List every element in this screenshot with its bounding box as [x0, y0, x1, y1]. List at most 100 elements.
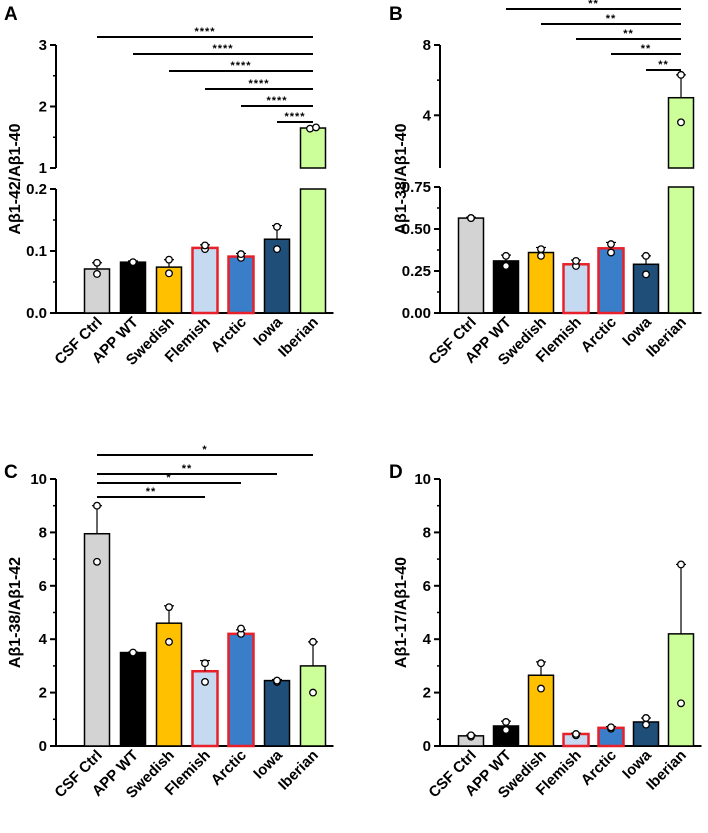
data-point-app-wt [502, 718, 510, 726]
category-label-iberian: Iberian [643, 747, 690, 794]
bar-iowa [263, 679, 291, 747]
bar-iberian [667, 633, 695, 747]
y-tick-label: 6 [423, 578, 431, 595]
data-point-app-wt [502, 251, 510, 260]
data-point-swedish [165, 603, 173, 612]
significance-label: * [202, 444, 207, 456]
panel-letter: B [389, 4, 403, 25]
category-label-arctic: Arctic [578, 747, 620, 789]
y-tick-label: 4 [423, 107, 432, 124]
bar-app-wt [119, 651, 147, 747]
data-point-swedish [537, 659, 545, 668]
significance-label: ** [658, 59, 669, 71]
data-point-app-wt [129, 258, 137, 267]
significance-label: ** [623, 28, 634, 40]
bar-iberian [299, 665, 327, 747]
data-point-csf-ctrl [467, 731, 475, 740]
data-point-flemish [201, 241, 209, 250]
bar-csf-ctrl [457, 217, 485, 314]
data-point-app-wt [129, 648, 137, 657]
data-point-iberian [309, 688, 317, 697]
bar-csf-ctrl [83, 532, 111, 747]
data-point-csf-ctrl [93, 501, 101, 510]
significance-label: **** [266, 95, 287, 107]
bar-iberian [667, 186, 695, 314]
data-point-arctic [237, 624, 245, 633]
y-tick-label: 0.25 [402, 263, 431, 280]
data-point-flemish [572, 730, 580, 738]
y-axis-label: Aβ1-38/Aβ1-42 [7, 557, 24, 668]
significance-label: ** [588, 0, 599, 10]
significance-label: ** [182, 463, 193, 475]
y-tick-label: 2 [39, 99, 47, 116]
panel-letter: A [4, 4, 18, 25]
panel-letter: D [389, 462, 403, 483]
significance-label: **** [212, 43, 233, 55]
y-tick-label: 10 [414, 471, 431, 488]
significance-label: **** [230, 60, 251, 72]
data-point-flemish [201, 659, 209, 668]
data-point-csf-ctrl [93, 258, 101, 267]
data-point-swedish [165, 269, 173, 278]
data-point-flemish [201, 677, 209, 686]
y-tick-label: 0.2 [26, 181, 47, 198]
category-label-arctic: Arctic [208, 314, 250, 356]
data-point-flemish [572, 256, 580, 265]
bar-flemish [562, 263, 590, 315]
y-tick-label: 4 [39, 631, 48, 648]
data-point-iberian [677, 70, 685, 79]
significance-label: **** [284, 111, 305, 123]
bar-csf-ctrl [83, 268, 111, 314]
y-tick-label: 3 [39, 37, 47, 54]
data-point-iberian [677, 560, 685, 569]
data-point-iberian [309, 637, 317, 646]
data-point-swedish [165, 255, 173, 264]
y-tick-label: 0 [39, 738, 47, 755]
data-point-iberian [677, 118, 685, 127]
data-point-iowa [273, 245, 281, 254]
data-point-app-wt [502, 262, 510, 270]
y-tick-label: 0.75 [402, 179, 431, 196]
y-tick-label: 4 [423, 631, 432, 648]
data-point-swedish [537, 251, 545, 260]
data-point-iowa [273, 222, 281, 231]
significance-label: * [166, 472, 171, 484]
data-point-arctic [607, 240, 615, 249]
significance-label: **** [194, 26, 215, 38]
data-point-iberian [312, 123, 320, 132]
y-tick-label: 0.50 [402, 221, 431, 238]
data-point-iowa [642, 270, 650, 279]
bar-arctic [227, 632, 255, 748]
y-tick-label: 8 [423, 37, 431, 54]
y-tick-label: 0.00 [402, 305, 431, 322]
y-tick-label: 8 [39, 524, 47, 541]
category-label-iberian: Iberian [643, 314, 690, 361]
significance-label: ** [606, 13, 617, 25]
data-point-iowa [642, 251, 650, 260]
data-point-csf-ctrl [467, 214, 475, 223]
y-tick-label: 6 [39, 578, 47, 595]
data-point-iowa [273, 676, 281, 685]
category-label-arctic: Arctic [208, 747, 250, 789]
data-point-swedish [537, 684, 545, 693]
significance-label: ** [146, 486, 157, 498]
bar-arctic [227, 255, 255, 315]
y-axis-label: Aβ1-38/Aβ1-40 [393, 123, 410, 234]
category-label-arctic: Arctic [578, 314, 620, 356]
bar-arctic [597, 247, 625, 315]
y-tick-label: 10 [30, 471, 47, 488]
data-point-csf-ctrl [93, 557, 101, 566]
significance-label: **** [248, 78, 269, 90]
data-point-iberian [677, 699, 685, 708]
data-point-swedish [165, 637, 173, 646]
y-axis-label: Aβ1-17/Aβ1-40 [393, 557, 410, 668]
data-point-arctic [607, 248, 615, 257]
y-tick-label: 8 [423, 524, 431, 541]
bar-flemish [191, 246, 219, 315]
bar-iberian-upper [299, 127, 327, 169]
y-tick-label: 2 [39, 685, 47, 702]
y-tick-label: 0.1 [26, 243, 47, 260]
